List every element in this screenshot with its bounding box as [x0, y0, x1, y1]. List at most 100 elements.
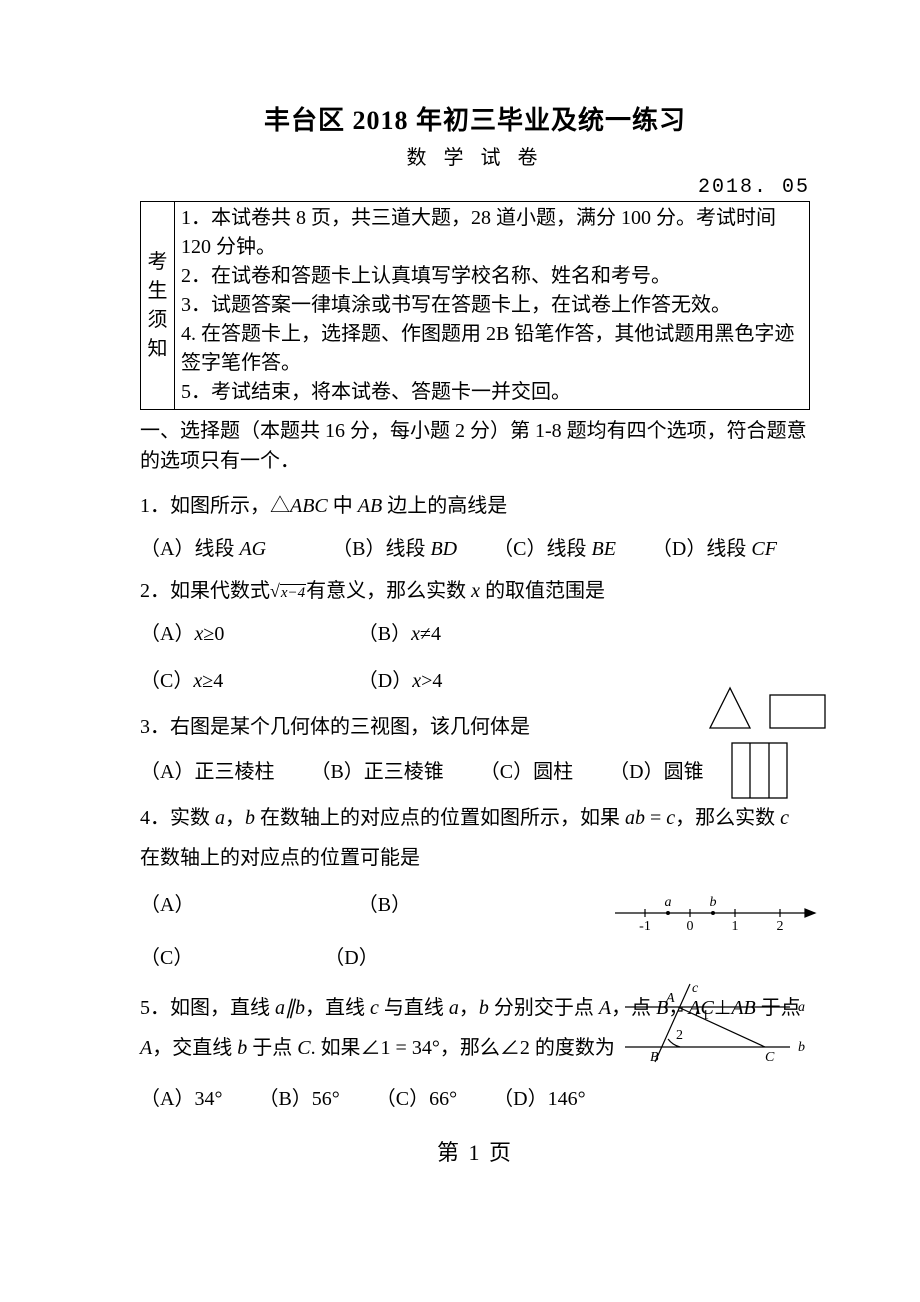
q4-ab: ab [625, 807, 645, 829]
q3-opt-c: （C）圆柱 [480, 755, 573, 784]
q5-p: 与直线 [379, 997, 449, 1019]
notice-box: 考 生 须 知 1．本试卷共 8 页，共三道大题，28 道小题，满分 100 分… [140, 201, 810, 410]
question-1: 1．如图所示，△ABC 中 AB 边上的高线是 [140, 490, 810, 522]
q2-var: x [471, 580, 480, 602]
q2-opt-c: （C）x≥4 [140, 664, 358, 693]
q5-opt-b: （B）56° [258, 1082, 339, 1111]
point-A-label: A [665, 991, 675, 1006]
q4-p: 4．实数 [140, 807, 215, 829]
q5-c: c [370, 997, 379, 1019]
q5-p: . 如果∠1 = 34°，那么∠2 的度数为 [311, 1037, 615, 1059]
q5-opt-c: （C）66° [376, 1082, 457, 1111]
q4-opt-b: （B） [358, 888, 576, 917]
q4-p: ， [225, 807, 245, 829]
q5-p: ， [459, 997, 479, 1019]
q5-a: a [449, 997, 459, 1019]
q1-stem-part: 边上的高线是 [382, 495, 507, 517]
q2-opt-b-var: x [411, 623, 420, 645]
q4-numberline-figure: -1 0 1 2 a b [610, 888, 830, 944]
notice-line: 3．试题答案一律填涂或书写在答题卡上，在试卷上作答无效。 [181, 291, 803, 320]
tick-label: 1 [732, 919, 739, 934]
q1-opt-c-pre: （C）线段 [493, 538, 591, 560]
line-a-label: a [798, 1000, 805, 1015]
q3-opt-b: （B）正三棱锥 [310, 755, 443, 784]
notice-line: 2．在试卷和答题卡上认真填写学校名称、姓名和考号。 [181, 262, 803, 291]
exam-date: 2018. 05 [140, 176, 810, 199]
q4-eq: = [645, 807, 666, 829]
point-C-label: C [765, 1050, 775, 1065]
q3-stem: 3．右图是某个几何体的三视图，该几何体是 [140, 716, 530, 738]
notice-line: 5．考试结束，将本试卷、答题卡一并交回。 [181, 378, 803, 407]
q4-opt-a: （A） [140, 888, 358, 917]
question-4: 4．实数 a，b 在数轴上的对应点的位置如图所示，如果 ab = c，那么实数 … [140, 798, 810, 878]
q5-C: C [297, 1037, 310, 1059]
tick-label: 2 [777, 919, 784, 934]
q2-opt-b-rest: ≠4 [420, 623, 441, 645]
q2-opt-b-pre: （B） [358, 623, 411, 645]
q4-p: 在数轴上的对应点的位置如图所示，如果 [255, 807, 625, 829]
q1-opt-b-it: BD [430, 538, 457, 560]
q2-opt-d-rest: >4 [421, 670, 442, 692]
q5-p: 5．如图，直线 [140, 997, 275, 1019]
q1-stem-abc: ABC [290, 495, 328, 517]
q1-stem-ab: AB [358, 495, 382, 517]
q1-stem-part: 1．如图所示，△ [140, 495, 290, 517]
notice-side-char: 须 [148, 306, 168, 335]
exam-title: 丰台区 2018 年初三毕业及统一练习 [140, 100, 810, 137]
q5-figure: a b c A B C 1 2 [620, 982, 810, 1081]
q2-opt-c-var: x [193, 670, 202, 692]
q2-radical: √x−4 [270, 577, 306, 606]
q4-b: b [245, 807, 255, 829]
three-views-icon [700, 683, 830, 803]
q1-opt-d: （D）线段 CF [652, 532, 777, 561]
q5-p: ，交直线 [152, 1037, 237, 1059]
q2-opt-c-pre: （C） [140, 670, 193, 692]
q2-opt-a-var: x [194, 623, 203, 645]
notice-side-label: 考 生 须 知 [141, 202, 175, 409]
numberline-icon: -1 0 1 2 a b [610, 888, 830, 938]
q3-opt-a: （A）正三棱柱 [140, 755, 274, 784]
q5-A: A [599, 997, 611, 1019]
parallel-lines-icon: a b c A B C 1 2 [620, 982, 810, 1067]
q5-p: 于点 [247, 1037, 297, 1059]
q1-opt-a: （A）线段 AG [140, 532, 266, 561]
q4-p: ，那么实数 [675, 807, 780, 829]
angle-2-label: 2 [676, 1028, 683, 1043]
question-5: 5．如图，直线 a∥b，直线 c 与直线 a，b 分别交于点 A，点 B，AC⊥… [140, 988, 810, 1068]
q3-opt-d: （D）圆锥 [609, 755, 703, 784]
q1-opt-b: （B）线段 BD [332, 532, 457, 561]
q2-opt-c-rest: ≥4 [202, 670, 223, 692]
q5-b2: b [237, 1037, 247, 1059]
q4-opt-d: （D） [324, 941, 508, 970]
q2-radicand: x−4 [280, 584, 306, 601]
notice-line: 4. 在答题卡上，选择题、作图题用 2B 铅笔作答，其他试题用黑色字迹签字笔作答… [181, 320, 803, 378]
q5-options: （A）34° （B）56° （C）66° （D）146° [140, 1082, 810, 1111]
q1-opt-c: （C）线段 BE [493, 532, 616, 561]
q2-opt-d-pre: （D） [358, 670, 412, 692]
q1-opt-c-it: BE [591, 538, 615, 560]
q1-options: （A）线段 AG （B）线段 BD （C）线段 BE （D）线段 CF [140, 532, 810, 561]
q2-opt-a-pre: （A） [140, 623, 194, 645]
q5-A2: A [140, 1037, 152, 1059]
q1-opt-d-it: CF [751, 538, 777, 560]
q3-three-views [700, 683, 830, 813]
exam-subtitle: 数 学 试 卷 [140, 141, 810, 170]
q5-p: ，直线 [305, 997, 370, 1019]
q2-opt-d: （D）x>4 [358, 664, 576, 693]
q5-opt-a: （A）34° [140, 1082, 222, 1111]
point-B-label: B [650, 1050, 659, 1065]
q5-b: b [479, 997, 489, 1019]
question-3: 3．右图是某个几何体的三视图，该几何体是 [140, 711, 810, 743]
q5-ab: a∥b [275, 997, 305, 1019]
q2-opt-a: （A）x≥0 [140, 617, 358, 646]
line-b-label: b [798, 1040, 805, 1055]
q2-stem-mid: 有意义，那么实数 [306, 580, 471, 602]
section1-intro: 一、选择题（本题共 16 分，每小题 2 分）第 1-8 题均有四个选项，符合题… [140, 416, 810, 476]
q2-opt-a-rest: ≥0 [203, 623, 224, 645]
tick-label: -1 [639, 919, 651, 934]
notice-body: 1．本试卷共 8 页，共三道大题，28 道小题，满分 100 分。考试时间 12… [175, 202, 809, 409]
page-number: 第 1 页 [140, 1135, 810, 1167]
q2-stem-pre: 2．如果代数式 [140, 580, 270, 602]
question-2: 2．如果代数式√x−4有意义，那么实数 x 的取值范围是 [140, 575, 810, 607]
q2-opt-d-var: x [412, 670, 421, 692]
